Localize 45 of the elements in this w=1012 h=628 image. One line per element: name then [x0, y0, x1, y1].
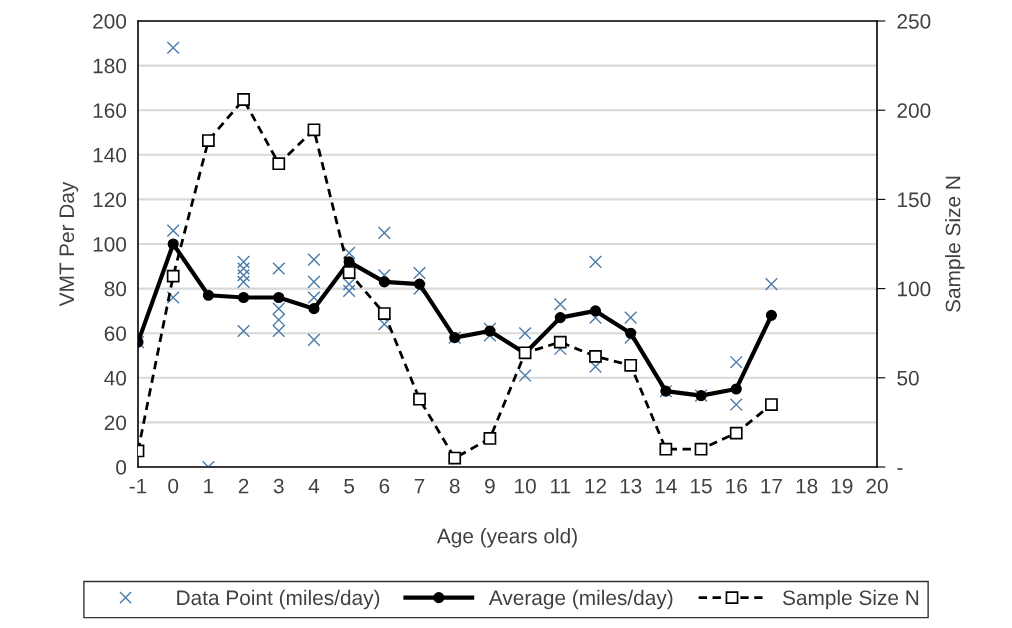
- x-tick-label: 15: [691, 478, 712, 494]
- y-tick-label: 180: [93, 58, 127, 74]
- legend-label: Sample Size N: [782, 589, 919, 610]
- y2-tick-label: 150: [898, 192, 931, 208]
- x-tick-label: 5: [344, 478, 355, 494]
- x-tick-label: 12: [585, 478, 607, 494]
- x-tick-label: 0: [168, 478, 179, 494]
- x-tick-label: 19: [831, 478, 853, 494]
- y2-tick-label: 250: [897, 14, 931, 29]
- x-tick-label: 17: [761, 478, 782, 494]
- x-tick-label: -1: [129, 478, 147, 494]
- y-tick-label: 60: [104, 326, 127, 341]
- x-tick-label: 9: [485, 478, 495, 494]
- x-tick-label: 13: [620, 478, 642, 494]
- legend-label: Average (miles/day): [488, 589, 673, 610]
- x-tick-label: 14: [655, 478, 677, 494]
- y-tick-label: 200: [93, 14, 127, 29]
- x-tick-label: 11: [551, 478, 571, 494]
- x-tick-label: 3: [273, 478, 284, 494]
- y-tick-label: 0: [116, 460, 127, 475]
- y-tick-label: 100: [93, 237, 127, 252]
- legend-label: Data Point (miles/day): [177, 589, 380, 610]
- y-tick-label: 120: [93, 192, 127, 208]
- y-tick-label: 20: [104, 415, 127, 431]
- x-tick-label: 8: [449, 478, 460, 494]
- y-tick-label: 80: [104, 281, 127, 297]
- y-tick-label: 160: [93, 103, 127, 118]
- y-axis-title: VMT Per Day: [59, 181, 79, 307]
- y2-tick-label: -: [897, 468, 903, 470]
- y2-tick-label: 200: [897, 103, 931, 118]
- y2-tick-label: 100: [898, 281, 931, 297]
- y-tick-label: 140: [93, 147, 127, 163]
- x-tick-label: 10: [515, 478, 536, 494]
- y2-tick-label: 50: [897, 370, 919, 386]
- y2-axis-title: Sample Size N: [945, 176, 965, 312]
- x-axis-title: Age (years old): [436, 528, 577, 548]
- x-tick-label: 16: [726, 478, 747, 494]
- x-tick-label: 6: [379, 478, 390, 494]
- y-tick-label: 40: [104, 370, 127, 386]
- x-tick-label: 1: [204, 478, 214, 494]
- x-tick-label: 18: [796, 478, 818, 494]
- x-tick-label: 4: [308, 478, 320, 494]
- x-tick-label: 7: [414, 478, 425, 494]
- x-tick-label: 20: [866, 478, 888, 494]
- x-tick-label: 2: [238, 478, 249, 494]
